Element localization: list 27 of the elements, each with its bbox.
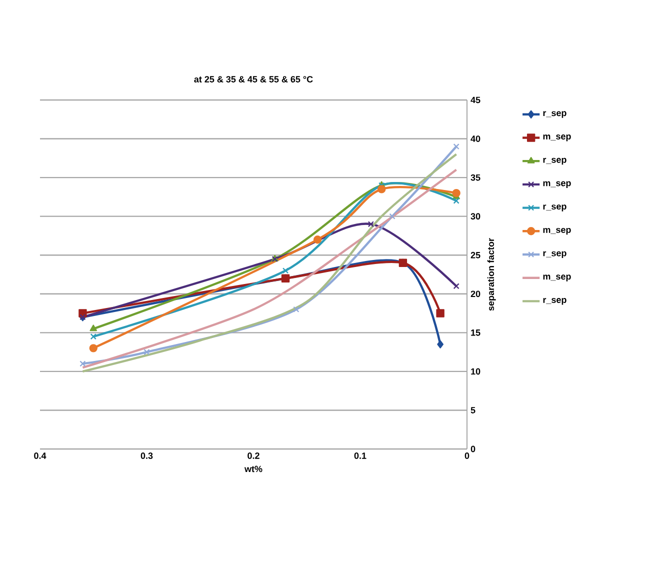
y-tick-label: 35: [470, 174, 480, 181]
legend-label: r_sep: [543, 298, 566, 305]
y-tick-label: 10: [471, 368, 480, 375]
legend-label: m_sep: [543, 228, 571, 235]
y-tick-label: 30: [470, 213, 480, 220]
chart-title: at 25 & 35 & 45 & 55 & 65 °C: [194, 76, 313, 82]
x-tick-label: 0.4: [34, 452, 46, 459]
legend-label: r_sep: [543, 204, 566, 212]
y-tick-label: 25: [470, 252, 480, 258]
y-tick-label: 45: [470, 96, 480, 104]
y-tick-label: 20: [470, 290, 480, 298]
y-tick-label: 15: [471, 330, 480, 336]
y-tick-label: 5: [470, 407, 476, 414]
legend-label: m_sep: [543, 181, 571, 188]
legend-label: r_sep: [543, 111, 566, 118]
x-tick-label: 0: [464, 452, 470, 459]
legend-label: r_sep: [543, 251, 566, 258]
y-tick-label: 40: [470, 136, 480, 142]
x-tick-label: 0.1: [354, 452, 366, 459]
y-axis-title: separation factor: [487, 238, 496, 311]
legend-label: m_sep: [543, 274, 571, 282]
y-tick-label: 0: [470, 446, 476, 452]
x-tick-label: 0.3: [140, 452, 153, 459]
legend-label: m_sep: [543, 134, 571, 142]
x-tick-label: 0.2: [248, 452, 260, 459]
x-axis-title: wt%: [244, 466, 262, 472]
legend-label: r_sep: [543, 158, 566, 165]
